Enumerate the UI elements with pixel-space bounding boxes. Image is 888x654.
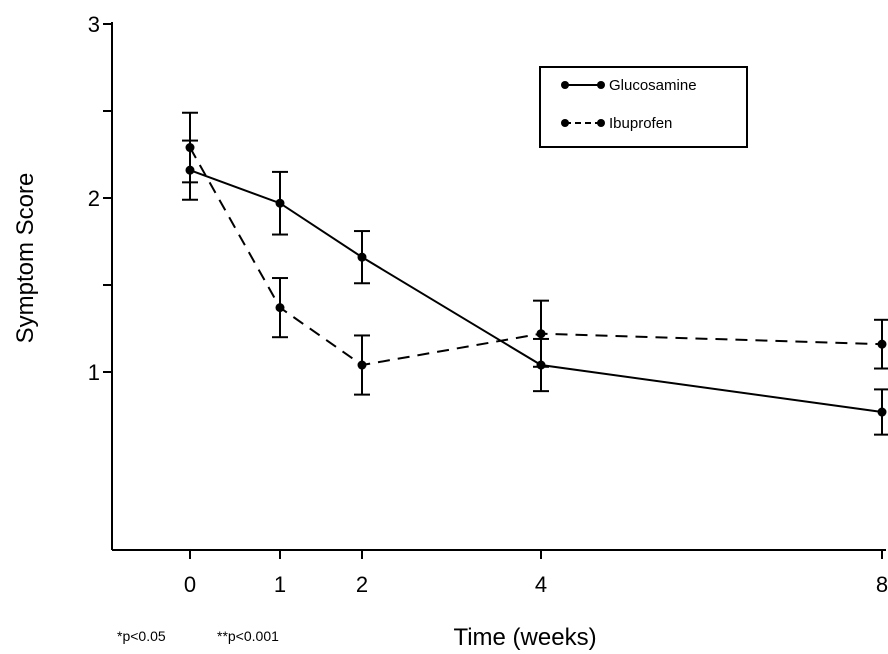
axes: 1 2 3 0 1 2 4 8 [88, 12, 888, 597]
footnote-p0001: **p<0.001 [217, 628, 279, 644]
series-ibuprofen [182, 111, 888, 396]
legend-marker [561, 119, 569, 127]
y-tick-label: 3 [88, 12, 100, 37]
legend-box [539, 66, 748, 148]
series-line [189, 147, 883, 367]
series-line [189, 169, 883, 414]
data-point [275, 303, 285, 313]
data-point [357, 252, 367, 262]
y-axis-title: Symptom Score [12, 173, 39, 344]
x-tick-label: 0 [184, 572, 196, 597]
data-point [877, 407, 887, 417]
x-tick-label: 4 [535, 572, 547, 597]
x-tick-label: 1 [274, 572, 286, 597]
series-glucosamine [182, 139, 888, 436]
x-axis-title: Time (weeks) [453, 624, 596, 651]
x-tick-label: 2 [356, 572, 368, 597]
y-tick-label: 1 [88, 360, 100, 385]
data-point [357, 360, 367, 370]
legend-label: Ibuprofen [609, 115, 672, 132]
data-point [275, 198, 285, 208]
x-tick-label: 8 [876, 572, 888, 597]
footnote-p005: *p<0.05 [117, 628, 166, 644]
legend-label: Glucosamine [609, 77, 697, 94]
y-tick-label: 2 [88, 186, 100, 211]
legend: Glucosamine Ibuprofen [539, 66, 748, 148]
series-layer [182, 111, 888, 436]
legend-marker [561, 81, 569, 89]
data-point [185, 143, 195, 153]
legend-marker [597, 119, 605, 127]
data-point [877, 339, 887, 349]
data-point [536, 329, 546, 339]
legend-marker [597, 81, 605, 89]
